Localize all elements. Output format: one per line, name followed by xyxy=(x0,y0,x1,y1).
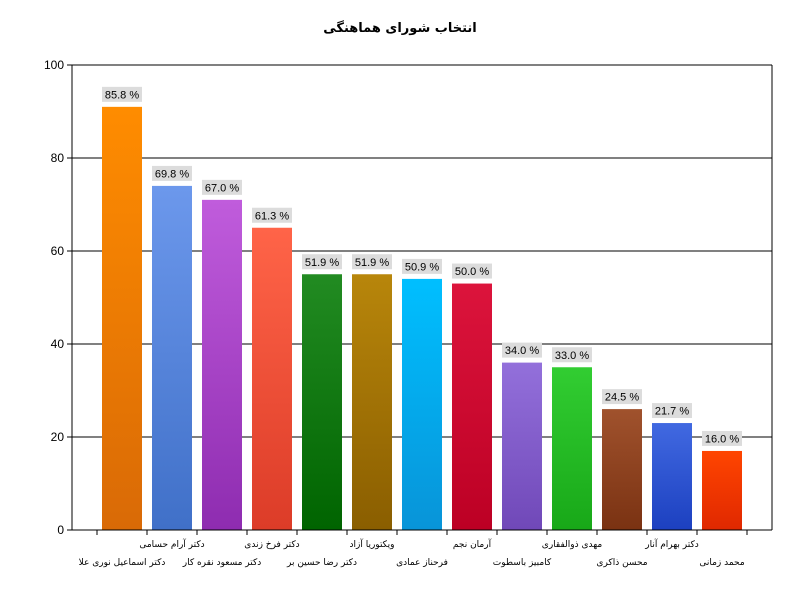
y-tick-label: 100 xyxy=(44,58,64,72)
x-category-label: آرمان نجم xyxy=(453,538,492,550)
bars xyxy=(102,106,742,530)
x-category-label: فرحناز عمادی xyxy=(396,558,448,568)
x-axis: دکتر اسماعیل نوری علا دکتر آرام حسامی دکتر… xyxy=(72,529,772,568)
data-label-bg xyxy=(352,254,392,270)
bar-3 xyxy=(202,199,242,530)
bar-9 xyxy=(502,362,542,530)
x-category-label: دکتر مسعود نقره کار xyxy=(182,558,262,568)
data-label-bg xyxy=(552,347,592,363)
bar-5 xyxy=(302,274,342,530)
y-tick-label: 60 xyxy=(51,244,65,258)
data-label-bg xyxy=(102,86,142,102)
x-category-label: محسن ذاکری xyxy=(596,558,647,568)
chart-title: انتخاب شورای هماهنگی xyxy=(323,20,476,36)
data-label-bg xyxy=(202,179,242,195)
data-label: 33.0 % xyxy=(555,350,589,362)
bar-10 xyxy=(552,367,592,530)
bar-1 xyxy=(102,106,142,530)
x-category-label: دکتر بهرام آنار xyxy=(644,538,698,550)
y-tick-label: 20 xyxy=(51,430,65,444)
data-label: 67.0 % xyxy=(205,182,239,194)
bar-12 xyxy=(652,423,692,530)
data-label-bg xyxy=(502,342,542,358)
data-label-bg xyxy=(702,430,742,446)
data-labels: 85.8 % 69.8 % 67.0 % 61.3 % 51.9 % 51.9 % 50.9… xyxy=(102,86,742,446)
bar-11 xyxy=(602,409,642,530)
data-label: 50.9 % xyxy=(405,261,439,273)
bar-8 xyxy=(452,283,492,530)
data-label-bg xyxy=(402,258,442,274)
data-label: 69.8 % xyxy=(155,168,189,180)
data-label: 21.7 % xyxy=(655,406,689,418)
data-label: 51.9 % xyxy=(305,257,339,269)
x-category-label: مهدی ذوالفقاری xyxy=(542,540,603,550)
data-label: 34.0 % xyxy=(505,345,539,357)
bar-13 xyxy=(702,450,742,530)
data-label: 85.8 % xyxy=(105,89,139,101)
bar-2 xyxy=(152,185,192,530)
y-axis: 0 20 40 60 80 100 xyxy=(44,58,773,537)
data-label-bg xyxy=(252,207,292,223)
bar-7 xyxy=(402,278,442,530)
data-label: 50.0 % xyxy=(455,266,489,278)
data-label-bg xyxy=(452,263,492,279)
x-category-label: دکتر اسماعیل نوری علا xyxy=(79,558,166,568)
y-tick-label: 0 xyxy=(57,523,64,537)
x-category-label: دکتر رضا حسین بر xyxy=(286,558,357,568)
data-label: 51.9 % xyxy=(355,257,389,269)
x-category-label: ویکتوریا آزاد xyxy=(350,538,395,550)
x-category-label: محمد زمانی xyxy=(699,558,745,568)
y-tick-label: 40 xyxy=(51,337,65,351)
data-label-bg xyxy=(152,165,192,181)
data-label: 24.5 % xyxy=(605,392,639,404)
x-category-label: کامبیز باسطوت xyxy=(493,558,552,568)
y-tick-label: 80 xyxy=(51,151,65,165)
x-category-label: دکتر آرام حسامی xyxy=(139,538,204,550)
data-label-bg xyxy=(602,389,642,405)
x-category-label: دکتر فرخ زندی xyxy=(244,540,299,550)
data-label-bg xyxy=(652,403,692,419)
bar-6 xyxy=(352,274,392,530)
data-label: 61.3 % xyxy=(255,210,289,222)
bar-4 xyxy=(252,227,292,530)
data-label-bg xyxy=(302,254,342,270)
data-label: 16.0 % xyxy=(705,433,739,445)
